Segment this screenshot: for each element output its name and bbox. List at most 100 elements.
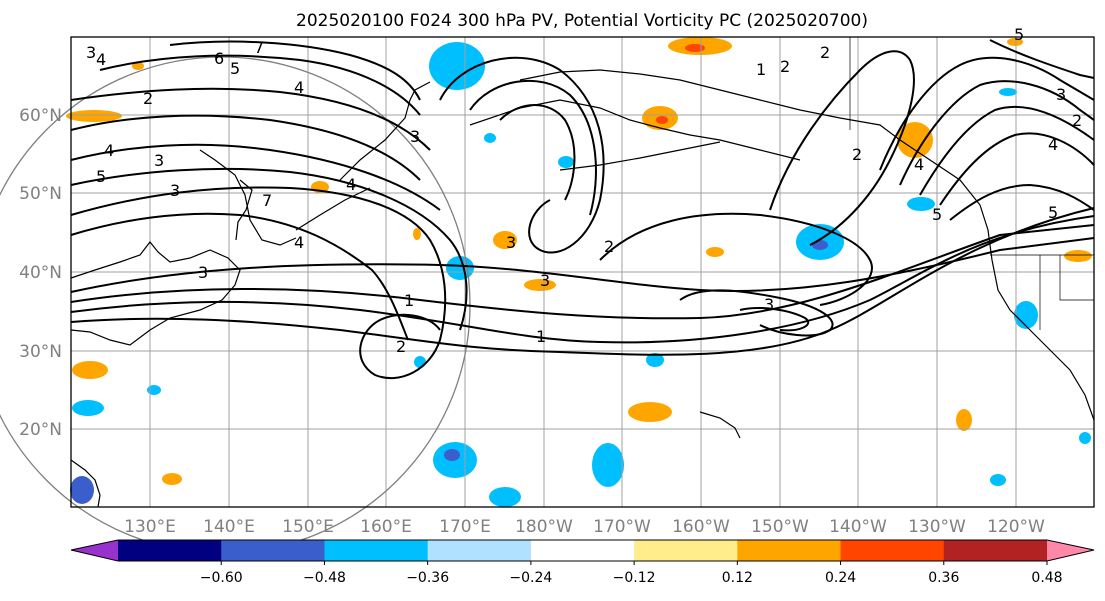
pv-negative-patch xyxy=(558,156,574,168)
pv-positive-patch xyxy=(628,402,672,422)
pv-negative-patch xyxy=(489,487,521,507)
pv-positive-patch xyxy=(162,473,182,485)
pv-positive-patch xyxy=(493,231,517,249)
lat-label-40n: 40°N xyxy=(19,263,62,283)
pv-positive-patch xyxy=(66,110,122,122)
pv-negative-patch xyxy=(484,133,496,143)
pv-shading xyxy=(66,37,1092,507)
lat-label-60n: 60°N xyxy=(19,106,62,126)
colorbar-tick-label: 0.12 xyxy=(722,570,753,586)
contour-label: 3 xyxy=(410,127,420,146)
pv-negative-patch xyxy=(646,353,664,367)
contour-label: 2 xyxy=(396,337,406,356)
pv-positive-patch xyxy=(1007,38,1023,46)
pv-negative-patch xyxy=(1014,301,1038,329)
contour-label: 2 xyxy=(143,89,153,108)
contour-label: 4 xyxy=(104,141,114,160)
contour-label: 5 xyxy=(96,167,106,186)
contour-label: 6 xyxy=(214,49,224,68)
contour-label: 1 xyxy=(756,60,766,79)
pv-negative-patch xyxy=(446,256,474,280)
map-panel: 3 4 7 6 5 2 4 3 4 5 3 3 7 4 3 1 2 4 3 3 … xyxy=(0,25,1095,554)
lon-label: 130°E xyxy=(124,517,176,537)
pv-contours xyxy=(70,39,1095,380)
colorbar-segment xyxy=(324,540,429,561)
colorbar-extend-low xyxy=(71,540,118,561)
lon-label: 130°W xyxy=(908,517,966,537)
colorbar-tick-label: −0.36 xyxy=(406,570,449,586)
contour-label: 3 xyxy=(86,43,96,62)
political-borders xyxy=(849,37,1094,330)
pv-positive-patch xyxy=(524,279,556,291)
colorbar-tick-label: 0.36 xyxy=(928,570,959,586)
map-frame xyxy=(70,36,1095,508)
colorbar-tick-label: −0.24 xyxy=(509,570,552,586)
contour-label: 4 xyxy=(914,155,924,174)
pv-negative-patch xyxy=(907,197,935,211)
contour-label: 5 xyxy=(1014,25,1024,44)
pv-positive-patch xyxy=(706,247,724,257)
contour-labels: 3 4 7 6 5 2 4 3 4 5 3 3 7 4 3 1 2 4 3 3 … xyxy=(86,25,1082,356)
pv-positive-patch xyxy=(1064,250,1092,262)
contour-label: 7 xyxy=(262,191,272,210)
lon-label: 120°W xyxy=(987,517,1045,537)
pv-strong-negative-patch xyxy=(444,449,460,461)
colorbar-segment xyxy=(118,540,222,561)
colorbar-outline xyxy=(70,539,1095,562)
pv-negative-patch xyxy=(72,400,104,416)
colorbar-segment xyxy=(427,540,532,561)
pv-positive-patch xyxy=(897,122,933,158)
pv-positive-patch xyxy=(132,62,144,70)
pv-negative-patch xyxy=(414,356,426,368)
latitude-labels: 60°N 50°N 40°N 30°N 20°N xyxy=(19,106,62,440)
contour-label: 7 xyxy=(254,38,264,57)
contour-label: 1 xyxy=(536,327,546,346)
lon-label: 150°W xyxy=(751,517,809,537)
map-title: 2025020100 F024 300 hPa PV, Potential Vo… xyxy=(296,11,868,31)
pv-strong-patch xyxy=(656,116,668,124)
lat-label-50n: 50°N xyxy=(19,184,62,204)
coastlines xyxy=(70,69,1095,508)
contour-label: 4 xyxy=(294,233,304,252)
lon-label: 180°W xyxy=(515,517,573,537)
colorbar-tick-label: 0.24 xyxy=(825,570,856,586)
colorbar: −0.60 −0.48 −0.36 −0.24 −0.12 0.12 0.24 0.36 0.4… xyxy=(70,539,1095,586)
contour-label: 1 xyxy=(404,291,414,310)
colorbar-tick-label: −0.60 xyxy=(200,570,243,586)
contour-label: 4 xyxy=(96,50,106,69)
longitude-labels: 130°E 140°E 150°E 160°E 170°E 180°W 170°… xyxy=(124,517,1045,537)
contour-label: 4 xyxy=(1048,135,1058,154)
pv-negative-patch xyxy=(1079,432,1091,444)
pv-negative-patch xyxy=(147,385,161,395)
colorbar-tick-label: 0.48 xyxy=(1031,570,1062,586)
lon-label: 140°E xyxy=(203,517,255,537)
contour-label: 5 xyxy=(230,59,240,78)
colorbar-segment xyxy=(737,540,842,561)
colorbar-segment xyxy=(221,540,325,561)
pv-positive-patch xyxy=(956,409,972,431)
contour-label: 5 xyxy=(932,205,942,224)
pv-negative-patch xyxy=(592,443,624,487)
contour-label: 3 xyxy=(764,295,774,314)
contour-label: 2 xyxy=(780,57,790,76)
pv-strong-patch xyxy=(685,44,705,52)
pv-positive-patch xyxy=(413,228,421,240)
contour-label: 5 xyxy=(1048,203,1058,222)
lon-label: 150°E xyxy=(282,517,334,537)
pv-positive-patch xyxy=(72,361,108,379)
pv-negative-patch xyxy=(429,42,485,90)
lat-label-20n: 20°N xyxy=(19,420,62,440)
contour-label: 3 xyxy=(540,271,550,290)
contour-label: 3 xyxy=(1056,85,1066,104)
colorbar-tick-label: −0.12 xyxy=(613,570,656,586)
contour-label: 3 xyxy=(170,181,180,200)
lon-label: 160°W xyxy=(672,517,730,537)
colorbar-segment xyxy=(943,540,1048,561)
pv-strong-negative-patch xyxy=(812,240,828,250)
contour-label: 2 xyxy=(852,145,862,164)
contour-label: 3 xyxy=(506,233,516,252)
contour-label: 2 xyxy=(604,237,614,256)
contour-label: 4 xyxy=(346,175,356,194)
contour-label: 2 xyxy=(820,43,830,62)
